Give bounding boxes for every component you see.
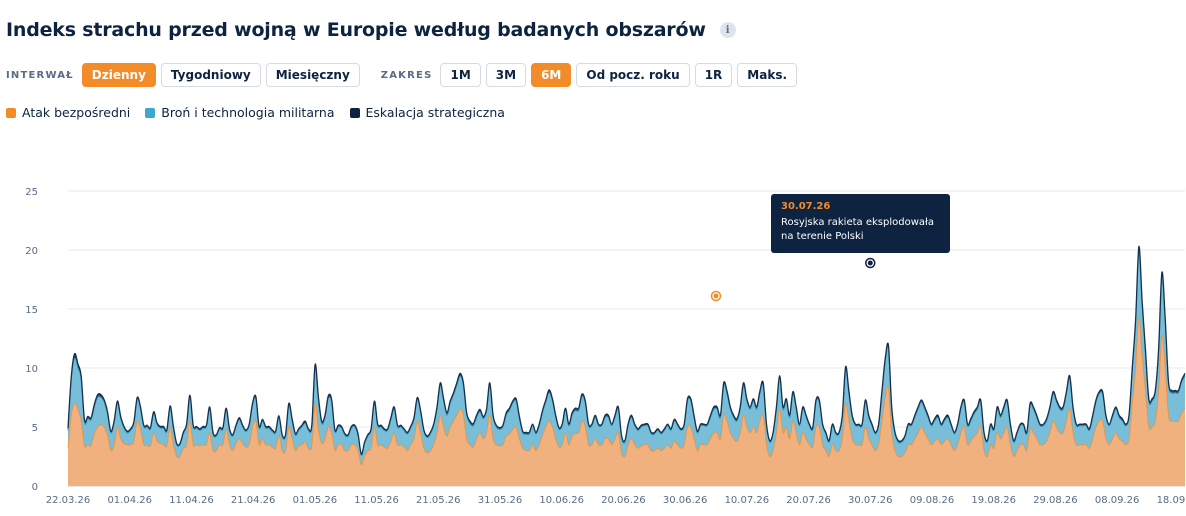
range-1y-button[interactable]: 1R [694,63,733,87]
event-marker-dot [867,260,873,266]
x-tick-label: 21.04.26 [231,495,276,506]
x-tick-label: 10.07.26 [725,495,770,506]
x-tick-label: 10.06.26 [539,495,584,506]
title-row: Indeks strachu przed wojną w Europie wed… [6,19,736,41]
range-max-button[interactable]: Maks. [737,63,798,87]
page-title: Indeks strachu przed wojną w Europie wed… [6,19,706,41]
legend-label: Eskalacja strategiczna [365,105,505,120]
event-tooltip: 30.07.26 Rosyjska rakieta eksplodowała n… [771,194,950,253]
legend-item-direct-attack[interactable]: Atak bezpośredni [6,105,130,120]
x-tick-label: 20.06.26 [601,495,646,506]
range-6m-button[interactable]: 6M [531,63,572,87]
x-tick-label: 20.07.26 [786,495,831,506]
y-tick-label: 0 [32,482,38,493]
y-tick-label: 10 [25,364,38,375]
range-label: ZAKRES [380,69,433,81]
x-tick-label: 11.04.26 [169,495,214,506]
x-tick-label: 08.09.26 [1095,495,1140,506]
chart-controls: INTERWAŁ Dzienny Tygodniowy Miesięczny Z… [6,63,802,87]
y-tick-label: 25 [25,187,38,198]
interval-monthly-button[interactable]: Miesięczny [265,63,360,87]
info-icon[interactable]: i [719,22,736,38]
x-tick-label: 31.05.26 [478,495,523,506]
line-direct-attack [67,316,1186,466]
line-escalation [67,245,1186,455]
x-tick-label: 21.05.26 [416,495,461,506]
x-tick-label: 29.08.26 [1033,495,1078,506]
interval-label: INTERWAŁ [6,69,74,81]
x-tick-label: 19.08.26 [971,495,1016,506]
x-tick-label: 01.04.26 [107,495,152,506]
range-1m-button[interactable]: 1M [440,63,481,87]
event-marker-dot [713,293,719,299]
tooltip-date: 30.07.26 [781,201,831,212]
interval-daily-button[interactable]: Dzienny [81,63,156,87]
y-tick-label: 20 [25,246,38,257]
range-ytd-button[interactable]: Od pocz. roku [576,63,690,87]
tooltip-text-line-1: Rosyjska rakieta eksplodowała [781,217,934,228]
chart-legend: Atak bezpośredni Broń i technologia mili… [6,105,520,120]
legend-swatch-orange [6,107,16,118]
x-tick-label: 01.05.26 [293,495,338,506]
legend-item-escalation[interactable]: Eskalacja strategiczna [349,105,505,120]
x-tick-label: 30.06.26 [663,495,708,506]
legend-label: Atak bezpośredni [22,105,131,120]
legend-swatch-navy [349,107,360,118]
y-tick-label: 15 [25,305,38,316]
y-tick-label: 5 [32,423,38,434]
x-tick-label: 30.07.26 [848,495,893,506]
legend-label: Broń i technologia militarna [161,105,335,120]
tooltip-text: Rosyjska rakieta eksplodowała na terenie… [781,216,940,244]
range-3m-button[interactable]: 3M [485,63,527,87]
x-tick-label: 18.09.26 [1157,495,1186,506]
interval-weekly-button[interactable]: Tygodniowy [160,63,261,87]
legend-swatch-blue [145,107,156,118]
legend-item-weapons[interactable]: Broń i technologia militarna [145,105,335,120]
x-tick-label: 22.03.26 [46,495,91,506]
tooltip-text-line-2: na terenie Polski [781,231,864,242]
area-direct-attack [68,317,1185,486]
x-tick-label: 11.05.26 [354,495,399,506]
x-tick-label: 09.08.26 [910,495,955,506]
